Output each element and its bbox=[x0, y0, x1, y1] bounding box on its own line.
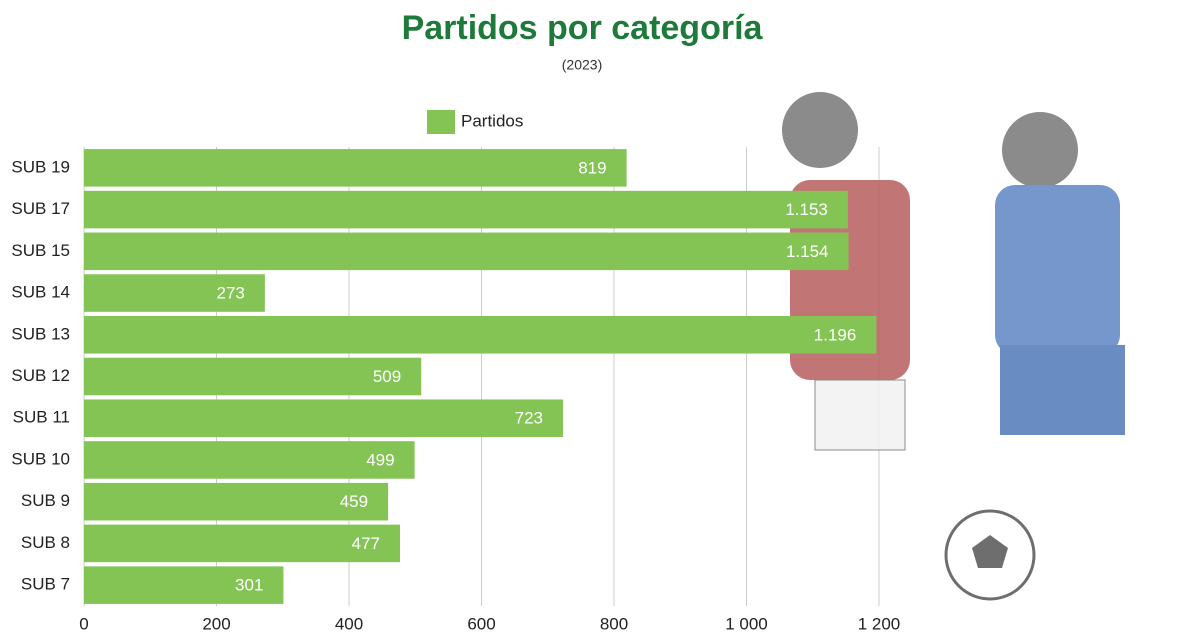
x-tick-label: 600 bbox=[467, 614, 495, 632]
value-label: 459 bbox=[340, 492, 368, 511]
x-tick-label: 1 200 bbox=[858, 614, 901, 632]
y-tick-label: SUB 10 bbox=[11, 449, 70, 468]
chart-title: Partidos por categoría bbox=[402, 9, 764, 47]
x-tick-label: 0 bbox=[79, 614, 88, 632]
chart-subtitle: (2023) bbox=[562, 57, 602, 73]
value-label: 1.153 bbox=[785, 200, 828, 219]
x-tick-label: 800 bbox=[600, 614, 628, 632]
y-tick-label: SUB 11 bbox=[13, 408, 70, 427]
bar bbox=[84, 274, 265, 312]
value-label: 1.154 bbox=[786, 242, 829, 261]
legend-swatch bbox=[427, 110, 455, 134]
y-tick-label: SUB 12 bbox=[11, 366, 70, 385]
y-tick-label: SUB 9 bbox=[21, 491, 70, 510]
bar bbox=[84, 482, 389, 521]
legend-label: Partidos bbox=[461, 111, 523, 130]
value-label: 509 bbox=[373, 367, 401, 386]
bar bbox=[84, 566, 284, 604]
value-label: 1.196 bbox=[814, 325, 857, 344]
value-label: 819 bbox=[578, 158, 606, 177]
y-tick-label: SUB 14 bbox=[11, 283, 70, 302]
bar bbox=[84, 399, 563, 438]
bar bbox=[84, 149, 627, 187]
y-tick-label: SUB 7 bbox=[21, 575, 70, 594]
bar bbox=[84, 190, 848, 229]
value-label: 477 bbox=[352, 534, 380, 553]
value-label: 723 bbox=[515, 409, 543, 428]
x-tick-label: 400 bbox=[335, 614, 363, 632]
value-label: 301 bbox=[235, 576, 263, 595]
bar bbox=[84, 357, 422, 396]
y-tick-label: SUB 17 bbox=[11, 199, 70, 218]
y-tick-label: SUB 8 bbox=[21, 533, 70, 552]
bar bbox=[84, 232, 849, 271]
value-label: 273 bbox=[216, 284, 244, 303]
bar bbox=[84, 441, 415, 479]
y-tick-label: SUB 19 bbox=[11, 157, 70, 176]
y-tick-label: SUB 13 bbox=[11, 324, 70, 343]
x-tick-label: 200 bbox=[202, 614, 230, 632]
x-tick-label: 1 000 bbox=[725, 614, 768, 632]
y-tick-label: SUB 15 bbox=[11, 241, 70, 260]
bar bbox=[84, 524, 401, 563]
bar bbox=[84, 315, 877, 354]
illustration bbox=[782, 92, 1125, 601]
value-label: 499 bbox=[366, 450, 394, 469]
